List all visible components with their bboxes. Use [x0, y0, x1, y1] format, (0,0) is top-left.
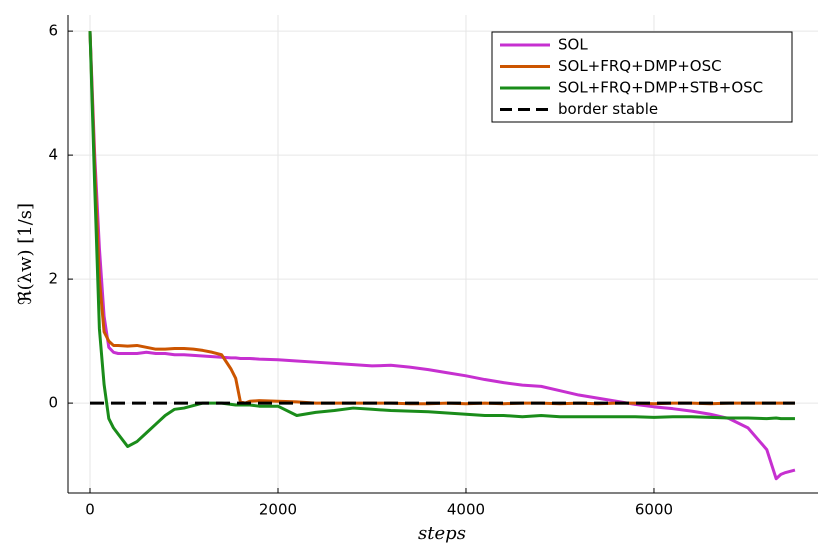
series-line [88, 31, 796, 481]
y-tick-label: 4 [48, 146, 58, 164]
x-tick-label: 4000 [447, 501, 485, 519]
y-tick-label: 2 [48, 270, 58, 288]
x-axis-label: steps [418, 523, 466, 544]
legend-label: SOL+FRQ+DMP+OSC [558, 57, 722, 75]
y-tick-label: 6 [48, 22, 58, 40]
legend-box [491, 31, 793, 123]
x-tick-label: 2000 [259, 501, 297, 519]
y-tick-label: 0 [48, 394, 58, 412]
series-line [88, 31, 795, 448]
y-axis-label: ℜ(λw) [1/s] [15, 203, 36, 305]
x-tick-label: 0 [85, 501, 95, 519]
legend-label: SOL [558, 36, 588, 54]
legend-label: SOL+FRQ+DMP+STB+OSC [558, 79, 763, 97]
legend-label: border stable [558, 100, 658, 118]
x-tick-label: 6000 [635, 501, 673, 519]
